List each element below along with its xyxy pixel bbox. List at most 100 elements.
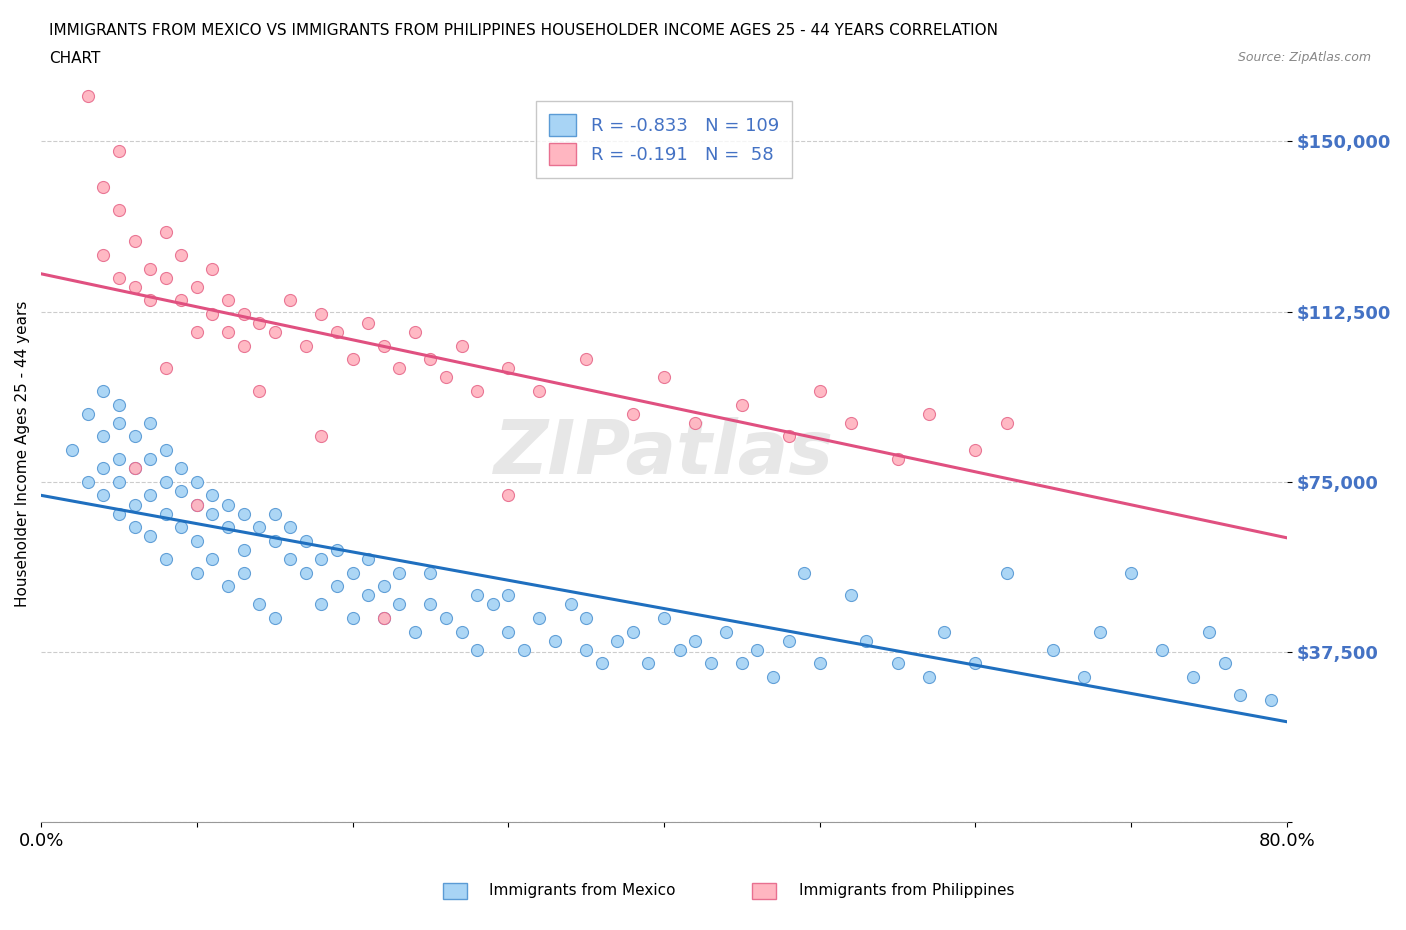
Point (311, 429, 333, 444)
Text: ZIPatlas: ZIPatlas (494, 417, 834, 490)
Point (201, 488, 224, 503)
Point (326, 542, 349, 557)
Point (1229, 687, 1251, 702)
Point (201, 307, 224, 322)
Point (139, 261, 162, 276)
Point (808, 384, 831, 399)
Point (217, 578, 239, 593)
Point (108, 506, 131, 521)
FancyBboxPatch shape (443, 883, 467, 899)
Point (124, 460, 146, 475)
Point (247, 520, 270, 535)
Point (93, 247, 115, 262)
Point (1198, 624, 1220, 639)
Point (434, 370, 457, 385)
Point (278, 520, 301, 535)
Point (1213, 656, 1236, 671)
Point (606, 633, 628, 648)
FancyBboxPatch shape (752, 883, 776, 899)
Point (76, 88, 98, 103)
Point (186, 565, 208, 580)
Point (1121, 565, 1143, 580)
Point (108, 416, 131, 431)
Point (621, 624, 644, 639)
Point (373, 610, 395, 625)
Point (60, 443, 83, 458)
Point (155, 225, 177, 240)
Point (201, 506, 224, 521)
Point (170, 293, 193, 308)
Point (855, 633, 877, 648)
Point (295, 565, 318, 580)
Point (326, 325, 349, 339)
Point (232, 565, 254, 580)
Point (186, 325, 208, 339)
Point (465, 384, 488, 399)
Point (155, 551, 177, 566)
Point (342, 352, 364, 366)
Point (621, 406, 644, 421)
Point (388, 361, 411, 376)
Point (886, 656, 908, 671)
Point (918, 670, 941, 684)
Y-axis label: Householder Income Ages 25 - 44 years: Householder Income Ages 25 - 44 years (15, 300, 30, 606)
Point (481, 597, 503, 612)
Point (388, 597, 411, 612)
Point (139, 293, 162, 308)
Point (560, 597, 582, 612)
Point (217, 293, 239, 308)
Point (683, 416, 706, 431)
Point (124, 460, 146, 475)
Point (93, 488, 115, 503)
Point (404, 624, 426, 639)
Point (498, 624, 520, 639)
Point (139, 488, 162, 503)
Point (450, 339, 472, 353)
Text: CHART: CHART (49, 51, 101, 66)
Point (575, 643, 598, 658)
Point (263, 534, 285, 549)
Point (373, 610, 395, 625)
Point (342, 565, 364, 580)
Point (155, 474, 177, 489)
Point (295, 339, 318, 353)
Point (201, 551, 224, 566)
Point (93, 384, 115, 399)
Point (513, 643, 536, 658)
Point (995, 565, 1018, 580)
Point (263, 610, 285, 625)
Point (778, 429, 800, 444)
Text: Immigrants from Mexico: Immigrants from Mexico (489, 884, 676, 898)
Point (186, 497, 208, 512)
Point (295, 534, 318, 549)
Point (731, 397, 754, 412)
Point (575, 352, 598, 366)
Point (170, 460, 193, 475)
Point (1088, 624, 1111, 639)
Point (373, 339, 395, 353)
Point (326, 578, 349, 593)
Point (1260, 692, 1282, 707)
Point (155, 271, 177, 286)
Point (450, 624, 472, 639)
Point (139, 452, 162, 467)
Point (170, 247, 193, 262)
Point (76, 474, 98, 489)
Point (139, 529, 162, 544)
Point (498, 488, 520, 503)
Point (170, 520, 193, 535)
Point (839, 416, 862, 431)
Point (217, 520, 239, 535)
Point (652, 370, 675, 385)
Point (76, 406, 98, 421)
Point (1152, 643, 1174, 658)
Point (186, 497, 208, 512)
Point (201, 261, 224, 276)
Point (232, 506, 254, 521)
Point (434, 610, 457, 625)
Point (108, 474, 131, 489)
Point (498, 588, 520, 603)
Point (419, 597, 441, 612)
Point (419, 565, 441, 580)
Point (247, 384, 270, 399)
